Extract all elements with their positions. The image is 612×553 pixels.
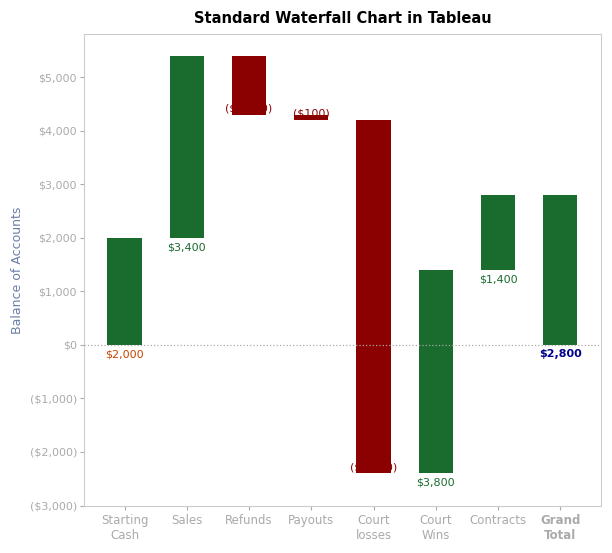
Bar (294, 114, 329, 120)
Bar (170, 56, 204, 238)
Bar (232, 56, 266, 114)
Text: $2,800: $2,800 (539, 349, 581, 359)
Text: $1,400: $1,400 (479, 274, 517, 284)
Y-axis label: Balance of Accounts: Balance of Accounts (11, 206, 24, 333)
Bar (481, 195, 515, 270)
Text: ($1,100): ($1,100) (225, 103, 273, 113)
Text: $2,000: $2,000 (105, 349, 144, 359)
Text: $3,400: $3,400 (168, 242, 206, 252)
Text: $3,800: $3,800 (417, 478, 455, 488)
Bar (108, 238, 142, 345)
Bar (419, 270, 453, 473)
Title: Standard Waterfall Chart in Tableau: Standard Waterfall Chart in Tableau (193, 11, 491, 26)
Bar (543, 195, 577, 345)
Text: ($6,600): ($6,600) (350, 462, 397, 472)
Bar (356, 120, 390, 473)
Text: ($100): ($100) (293, 108, 330, 119)
